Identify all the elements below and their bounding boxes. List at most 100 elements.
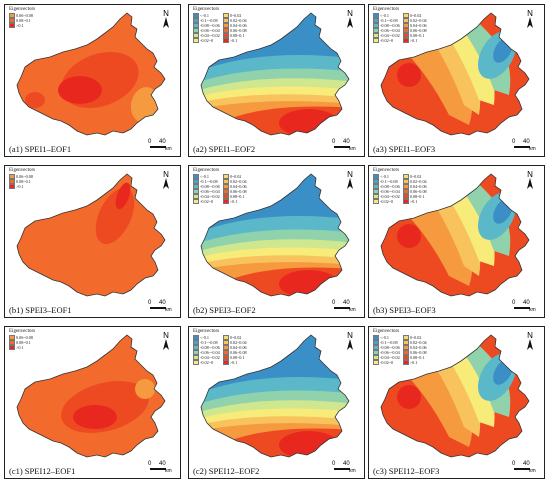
legend: Eigenvectors <-0.1 -0.1~-0.08 -0.08~-0.06 -0… [373, 168, 427, 204]
legend-swatch [402, 38, 409, 43]
legend-swatch [373, 33, 379, 38]
legend-swatch [193, 360, 199, 365]
legend-label: 0.04~0.06 [229, 345, 247, 350]
legend-swatch [222, 13, 229, 18]
legend-label: >0.1 [229, 38, 238, 43]
legend-swatch [9, 345, 15, 350]
legend-entry: 0~0.02 [222, 13, 247, 18]
scale-bar: 0 40 km [148, 461, 174, 475]
scale-bar: 0 40 km [148, 300, 174, 314]
legend-entry: -0.08~-0.06 [373, 184, 400, 189]
legend-label: 0.02~0.04 [229, 18, 247, 23]
legend-swatch [373, 350, 379, 355]
legend-swatch [402, 18, 409, 23]
north-arrow-icon: N [160, 9, 172, 29]
legend-entry: -0.1~-0.08 [193, 340, 220, 345]
legend-label: -0.02~0 [380, 360, 394, 365]
legend-entry: 0.04~0.06 [402, 184, 427, 189]
panel-caption: (a1) SPEI1–EOF1 [9, 144, 72, 154]
scale-unit: km [529, 307, 536, 313]
legend-entry: -0.06~-0.04 [193, 28, 220, 33]
legend-swatch [373, 28, 379, 33]
legend-label: -0.02~0 [200, 360, 214, 365]
legend-label: -0.06~-0.04 [200, 28, 220, 33]
legend-entry: -0.1~-0.08 [193, 18, 220, 23]
legend-label: -0.02~0 [200, 38, 214, 43]
legend: Eigenvectors 0.06~0.08 0.08~0.1 >0.1 [9, 329, 35, 350]
legend-label: 0.08~0.1 [229, 194, 245, 199]
legend: Eigenvectors <-0.1 -0.1~-0.08 -0.08~-0.06 -0… [193, 168, 247, 204]
legend-label: -0.08~-0.06 [200, 23, 220, 28]
legend-swatch [193, 179, 199, 184]
legend-swatch [193, 345, 199, 350]
scale-zero: 0 [148, 300, 152, 306]
legend-swatch [373, 189, 379, 194]
legend-label: 0.04~0.06 [409, 23, 427, 28]
map-panel-b3: Eigenvectors <-0.1 -0.1~-0.08 -0.08~-0.06 -0… [368, 165, 545, 318]
scale-unit: km [349, 307, 356, 313]
scale-line [514, 146, 530, 148]
province-outline [380, 334, 530, 458]
legend-label: -0.1~-0.08 [200, 340, 218, 345]
legend-swatch [402, 335, 409, 340]
map-panel-b1: Eigenvectors 0.06~0.08 0.08~0.1 >0.1 N 0 40 km (… [4, 165, 181, 318]
legend-label: 0.02~0.04 [409, 340, 427, 345]
legend-entry: -0.1~-0.08 [193, 179, 220, 184]
legend-label: 0~0.02 [409, 335, 422, 340]
legend-swatch [193, 18, 199, 23]
legend-label: >0.1 [229, 199, 238, 204]
legend-label: >0.1 [409, 199, 418, 204]
legend-label: 0.08~0.1 [409, 355, 425, 360]
legend-entry: 0.08~0.1 [402, 355, 427, 360]
legend-label: 0.02~0.04 [409, 18, 427, 23]
legend-label: -0.06~-0.04 [380, 189, 400, 194]
legend-label: 0.08~0.1 [16, 340, 31, 345]
legend-swatch [373, 335, 379, 340]
legend-label: 0.02~0.04 [409, 179, 427, 184]
legend-title: Eigenvectors [9, 329, 36, 334]
legend-entry: -0.1~-0.08 [373, 340, 400, 345]
north-arrow-icon: N [160, 170, 172, 190]
legend-label: -0.1~-0.08 [200, 179, 218, 184]
legend-entry: -0.04~-0.02 [193, 355, 220, 360]
scale-unit: km [529, 146, 536, 152]
legend-label: 0.08~0.1 [16, 179, 31, 184]
legend-swatch [222, 28, 229, 33]
legend-entry: 0.08~0.1 [222, 33, 247, 38]
legend-entry: <-0.1 [373, 174, 400, 179]
scale-zero: 0 [332, 300, 336, 306]
scale-forty: 40 [159, 461, 166, 467]
legend-label: -0.02~0 [200, 199, 214, 204]
legend-entry: -0.02~0 [373, 38, 400, 43]
legend-label: 0.06~0.08 [409, 189, 427, 194]
legend-swatch [9, 13, 15, 18]
legend-swatch [402, 340, 409, 345]
legend-entry: -0.04~-0.02 [373, 194, 400, 199]
legend-entry: -0.08~-0.06 [373, 345, 400, 350]
legend-swatch [193, 23, 199, 28]
legend-swatch [222, 174, 229, 179]
legend-swatch [222, 355, 229, 360]
legend-swatch [373, 18, 379, 23]
legend-label: -0.06~-0.04 [200, 189, 220, 194]
legend-label: -0.1~-0.08 [380, 18, 398, 23]
legend-entry: 0.02~0.04 [222, 18, 247, 23]
legend-entry: 0.08~0.1 [9, 18, 33, 23]
legend-label: 0.02~0.04 [229, 340, 247, 345]
legend-entry: 0.08~0.1 [222, 194, 247, 199]
legend-swatch [193, 174, 199, 179]
legend-label: -0.06~-0.04 [200, 350, 220, 355]
legend-label: 0~0.02 [409, 13, 422, 18]
legend-label: -0.04~-0.02 [200, 355, 220, 360]
scale-forty: 40 [159, 139, 166, 145]
legend-swatch [222, 350, 229, 355]
legend-label: -0.08~-0.06 [380, 184, 400, 189]
legend-label: -0.1~-0.08 [380, 179, 398, 184]
legend: Eigenvectors 0.06~0.08 0.08~0.1 >0.1 [9, 7, 35, 28]
panel-caption: (c1) SPEI12–EOF1 [9, 466, 76, 476]
legend-label: 0.06~0.08 [229, 189, 247, 194]
map-panel-a3: Eigenvectors <-0.1 -0.1~-0.08 -0.08~-0.06 -0… [368, 4, 545, 157]
legend-swatch [193, 340, 199, 345]
legend-swatch [193, 350, 199, 355]
legend-swatch [193, 335, 199, 340]
